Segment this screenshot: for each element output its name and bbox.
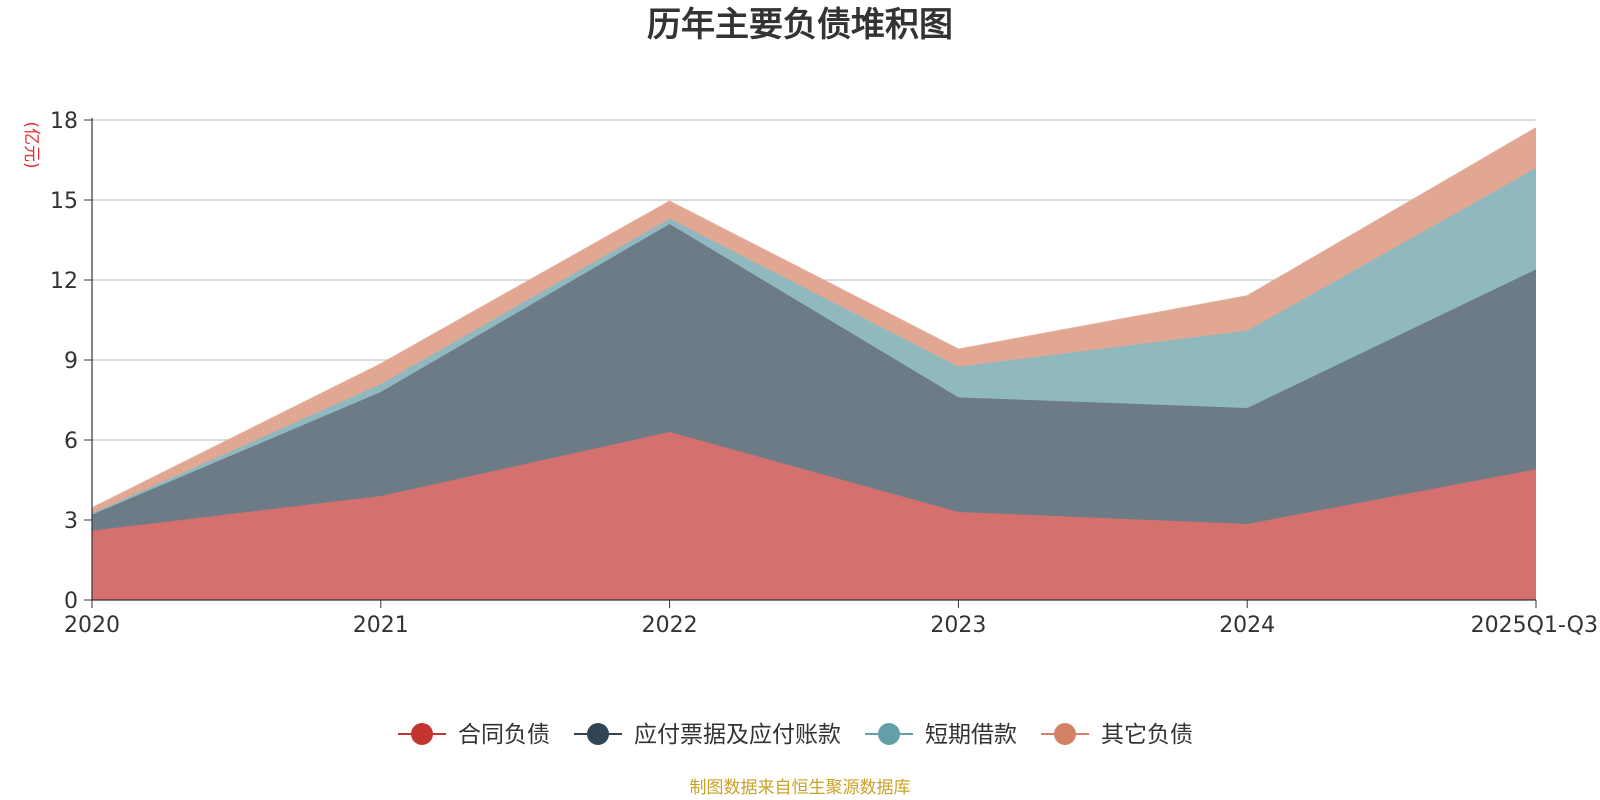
legend-label: 短期借款	[925, 722, 1017, 748]
legend: 合同负债 应付票据及应付账款 短期借款 其它负债	[398, 722, 1193, 748]
x-tick-label: 2022	[642, 613, 698, 638]
area-series-0	[92, 432, 1536, 600]
y-tick-label: 6	[64, 429, 78, 454]
area-series-line-3	[91, 127, 1537, 509]
legend-label: 应付票据及应付账款	[634, 722, 841, 748]
legend-item-3: 其它负债	[1041, 722, 1193, 748]
legend-item-1: 应付票据及应付账款	[574, 722, 841, 748]
area-series-group	[91, 127, 1537, 600]
x-tick-label: 2023	[930, 613, 986, 638]
legend-item-2: 短期借款	[865, 722, 1017, 748]
area-series-line-1	[91, 223, 1537, 516]
x-tick-label: 2025Q1-Q3	[1471, 613, 1598, 638]
y-tick-label: 15	[50, 189, 78, 214]
area-series-1	[92, 224, 1536, 531]
y-tick-label: 12	[50, 269, 78, 294]
legend-marker	[1054, 723, 1076, 745]
y-tick-label: 18	[50, 109, 78, 134]
legend-label: 其它负债	[1101, 722, 1193, 748]
x-tick-label: 2020	[64, 613, 120, 638]
legend-marker	[411, 723, 433, 745]
legend-label: 合同负债	[458, 722, 550, 748]
legend-marker	[587, 723, 609, 745]
area-series-3	[92, 128, 1536, 514]
legend-marker	[878, 723, 900, 745]
area-series-2	[92, 168, 1536, 515]
x-tick-label: 2024	[1219, 613, 1275, 638]
y-tick-label: 9	[64, 349, 78, 374]
x-tick-label: 2021	[353, 613, 409, 638]
legend-item-0: 合同负债	[398, 722, 550, 748]
data-source-note: 制图数据来自恒生聚源数据库	[690, 778, 911, 798]
y-axis-unit-label: (亿元)	[21, 121, 41, 168]
axes: 0 3 6 9 12 15 18 2020 2021 2022 2023 2024 2025Q1-Q3	[50, 109, 1598, 638]
y-tick-label: 3	[64, 509, 78, 534]
y-tick-label: 0	[64, 589, 78, 614]
chart-title: 历年主要负债堆积图	[647, 5, 953, 45]
